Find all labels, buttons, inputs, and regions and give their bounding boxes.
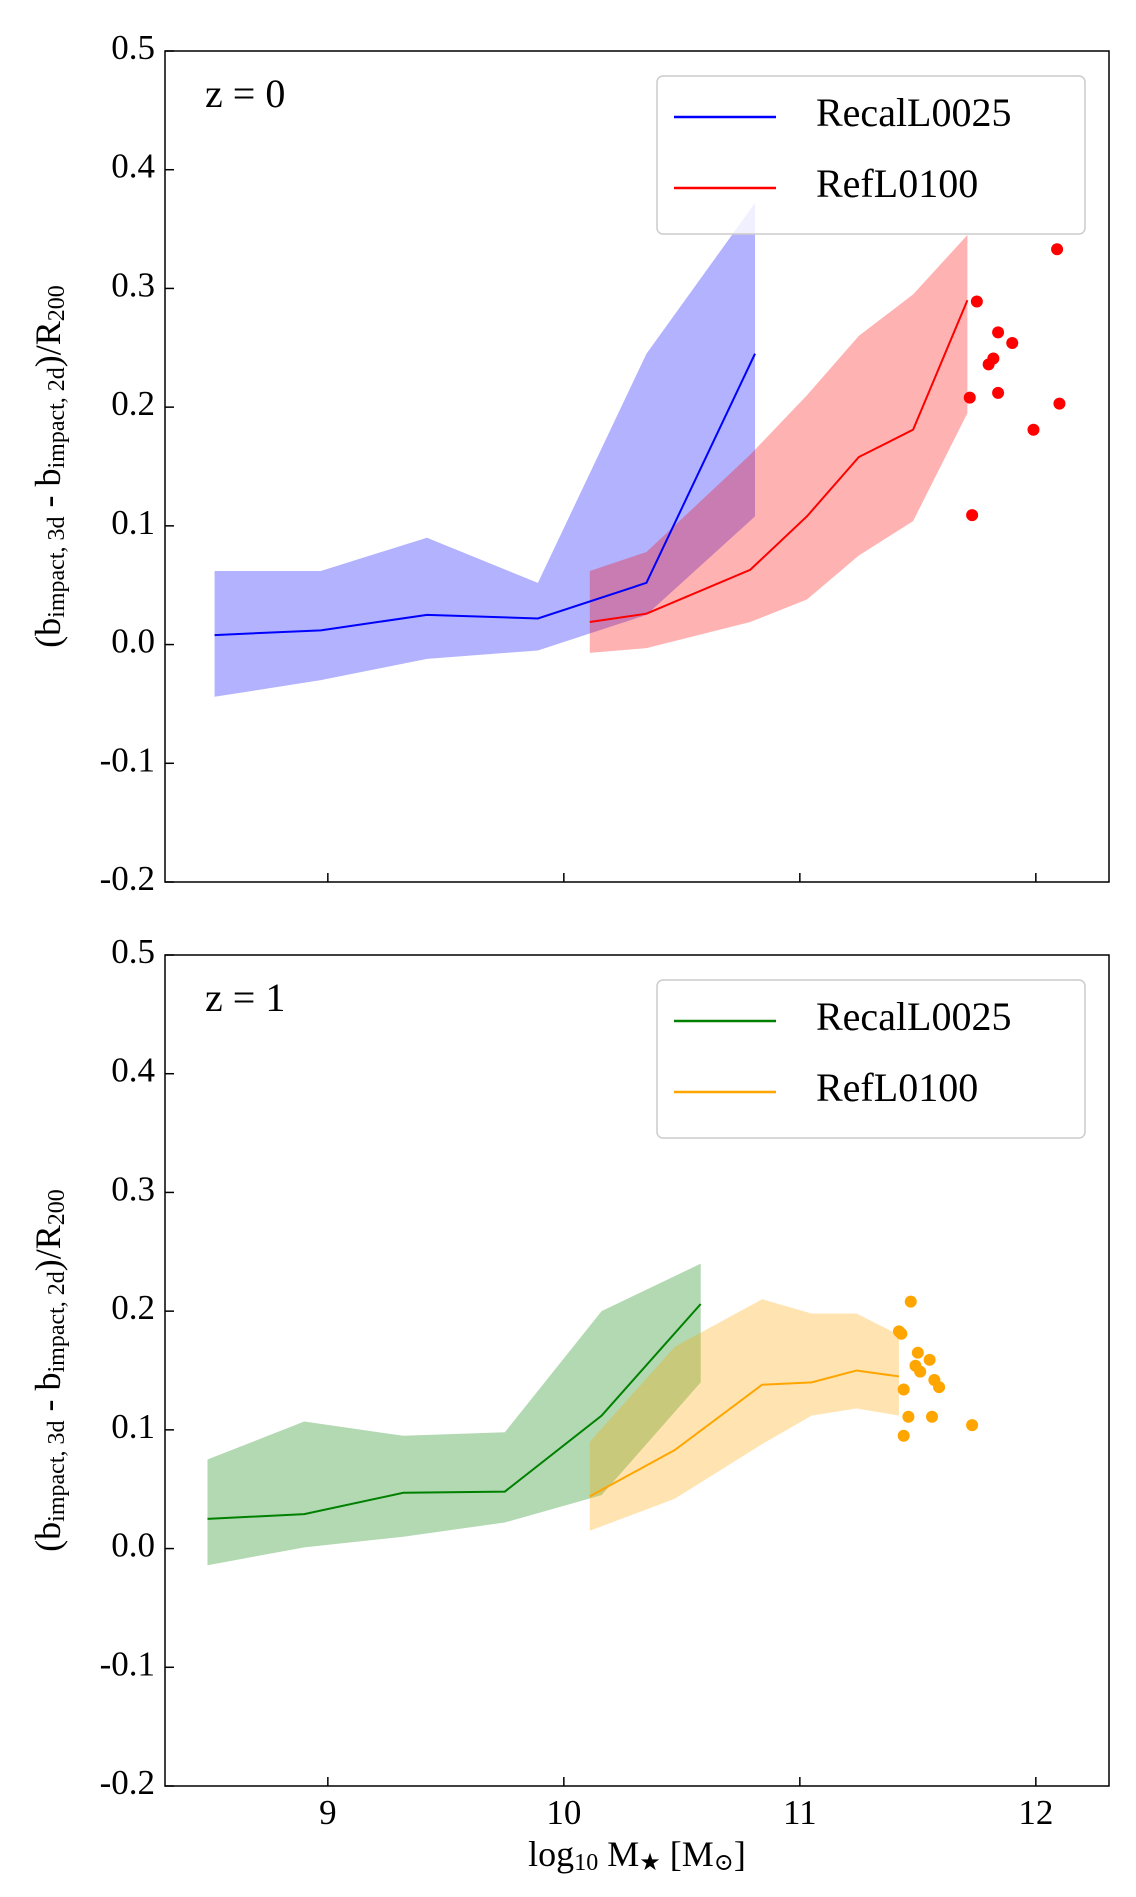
y-axis-label-sub: impact, 3d bbox=[44, 1421, 70, 1522]
scatter-point bbox=[966, 1419, 979, 1432]
legend-label: RecalL0025 bbox=[816, 90, 1012, 135]
y-axis-label: (bimpact, 3d - bimpact, 2d)/R200 bbox=[28, 1189, 69, 1552]
x-axis-label-part: [M bbox=[661, 1834, 714, 1874]
y-tick-label: -0.2 bbox=[100, 1763, 155, 1802]
axes-frame bbox=[164, 954, 1110, 1787]
scatter-point bbox=[897, 1383, 910, 1396]
y-tick-label: 0.2 bbox=[111, 1288, 155, 1327]
y-tick-label: -0.1 bbox=[100, 1644, 155, 1683]
scatter-point bbox=[966, 509, 979, 522]
y-axis-label-part: - b bbox=[28, 1373, 68, 1421]
y-axis-label-part: - b bbox=[28, 469, 68, 517]
band bbox=[589, 1299, 899, 1531]
annotation: z = 0 bbox=[205, 71, 285, 116]
scatter-point bbox=[923, 1353, 936, 1366]
median-line bbox=[589, 299, 969, 624]
median-line bbox=[214, 353, 756, 637]
scatter-point bbox=[992, 326, 1005, 339]
scatter-point bbox=[963, 391, 976, 404]
annotation: z = 1 bbox=[205, 975, 285, 1020]
scatter-point bbox=[1053, 397, 1066, 410]
y-tick-label: 0.5 bbox=[111, 932, 155, 971]
plot-area bbox=[207, 1263, 979, 1566]
y-tick-label: 0.1 bbox=[111, 503, 155, 542]
scatter-point bbox=[992, 386, 1005, 399]
band bbox=[589, 235, 968, 653]
y-axis-label-part: )/R bbox=[28, 321, 68, 367]
x-axis-label-part: log bbox=[528, 1834, 574, 1874]
band bbox=[207, 1263, 701, 1566]
x-axis-label-part: M bbox=[598, 1834, 639, 1874]
y-axis-label-part: )/R bbox=[28, 1225, 68, 1271]
y-axis-label-part: (b bbox=[28, 618, 68, 648]
legend-box bbox=[656, 75, 1086, 235]
y-tick-label: 0.3 bbox=[111, 265, 155, 304]
y-tick-label: -0.1 bbox=[100, 740, 155, 779]
scatter-point bbox=[1027, 423, 1040, 436]
x-tick-label: 11 bbox=[783, 1793, 817, 1832]
y-tick-label: 0.3 bbox=[111, 1169, 155, 1208]
y-tick-label: 0.2 bbox=[111, 384, 155, 423]
scatter-point bbox=[895, 1327, 908, 1340]
x-axis-label-sub: ⊙ bbox=[714, 1850, 734, 1876]
y-tick-label: 0.5 bbox=[111, 28, 155, 67]
y-axis-label: (bimpact, 3d - bimpact, 2d)/R200 bbox=[28, 285, 69, 648]
y-axis-label-sub: impact, 2d bbox=[44, 1271, 70, 1372]
scatter-point bbox=[897, 1429, 910, 1442]
scatter-point bbox=[904, 1295, 917, 1308]
y-axis-label-sub: impact, 3d bbox=[44, 517, 70, 618]
legend-label: RefL0100 bbox=[816, 161, 978, 206]
y-axis-label-sub: 200 bbox=[44, 1189, 70, 1225]
median-line bbox=[207, 1303, 702, 1520]
legend-label: RecalL0025 bbox=[816, 994, 1012, 1039]
x-axis-label-sub: 10 bbox=[574, 1850, 598, 1876]
scatter-point bbox=[914, 1365, 927, 1378]
axes-frame bbox=[164, 50, 1110, 883]
x-tick-label: 10 bbox=[546, 1793, 581, 1832]
x-axis-label-sub: ★ bbox=[639, 1850, 661, 1876]
scatter-point bbox=[933, 1381, 946, 1394]
scatter-point bbox=[1051, 243, 1064, 256]
y-axis-label-sub: 200 bbox=[44, 285, 70, 321]
x-axis-label: log10 M★ [M⊙] bbox=[528, 1834, 746, 1875]
scatter-point bbox=[902, 1410, 915, 1423]
y-axis-label-part: (b bbox=[28, 1522, 68, 1552]
scatter-point bbox=[982, 358, 995, 371]
scatter-point bbox=[970, 295, 983, 308]
x-tick-label: 9 bbox=[319, 1793, 337, 1832]
x-axis-label-part: ] bbox=[734, 1834, 746, 1874]
scatter-point bbox=[911, 1346, 924, 1359]
scatter-point bbox=[926, 1410, 938, 1423]
y-tick-label: 0.4 bbox=[111, 147, 155, 186]
legend-label: RefL0100 bbox=[816, 1065, 978, 1110]
y-axis-label-sub: impact, 2d bbox=[44, 367, 70, 468]
legend-box bbox=[656, 979, 1086, 1139]
scatter-point bbox=[1006, 337, 1019, 350]
y-tick-label: 0.4 bbox=[111, 1051, 155, 1090]
band bbox=[214, 202, 755, 697]
plot-area bbox=[214, 202, 1066, 697]
y-tick-label: 0.1 bbox=[111, 1407, 155, 1446]
x-tick-label: 12 bbox=[1018, 1793, 1053, 1832]
y-tick-label: 0.0 bbox=[111, 1526, 155, 1565]
y-tick-label: 0.0 bbox=[111, 622, 155, 661]
median-line bbox=[589, 1369, 900, 1498]
y-tick-label: -0.2 bbox=[100, 859, 155, 898]
